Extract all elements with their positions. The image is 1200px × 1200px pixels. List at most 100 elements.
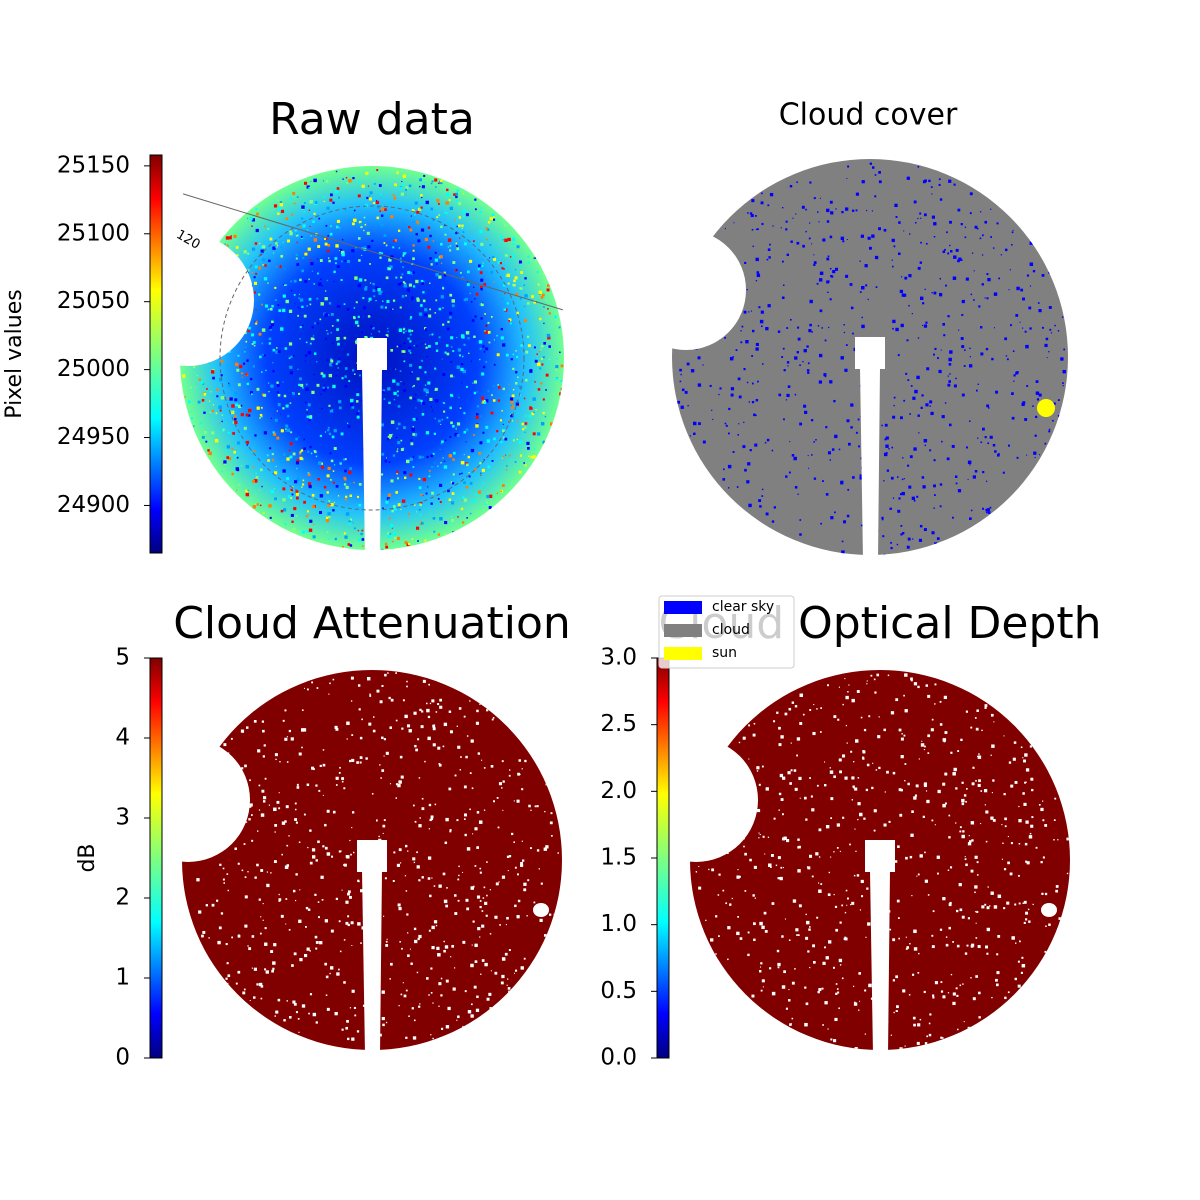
pixel-speck — [544, 441, 546, 444]
pixel-speck — [484, 901, 488, 905]
pixel-speck — [421, 343, 423, 345]
pixel-speck — [304, 687, 306, 689]
pixel-speck — [489, 217, 493, 221]
pixel-speck — [841, 210, 844, 214]
pixel-speck — [324, 242, 328, 246]
pixel-speck — [430, 502, 433, 505]
pixel-speck — [184, 396, 186, 398]
pixel-speck — [1015, 314, 1019, 317]
pixel-speck — [841, 540, 844, 543]
pixel-speck — [473, 391, 477, 395]
colorbar-tick-label: 25000 — [57, 356, 130, 382]
pixel-speck — [425, 200, 429, 205]
pixel-speck — [291, 520, 294, 523]
pixel-speck — [843, 324, 845, 326]
pixel-speck — [418, 477, 421, 480]
pixel-speck — [980, 823, 982, 825]
pixel-speck — [906, 946, 910, 949]
pixel-speck — [460, 756, 462, 758]
pixel-speck — [305, 341, 308, 344]
pixel-speck — [752, 245, 754, 248]
pixel-speck — [727, 958, 729, 961]
pixel-speck — [309, 303, 312, 306]
pixel-speck — [429, 334, 431, 336]
pixel-speck — [1004, 817, 1007, 821]
pixel-speck — [939, 483, 943, 486]
pixel-speck — [434, 497, 436, 499]
pixel-speck — [449, 249, 452, 252]
pixel-speck — [1010, 784, 1014, 788]
pixel-speck — [736, 486, 739, 488]
pixel-speck — [263, 393, 267, 397]
pixel-speck — [357, 283, 362, 288]
pixel-speck — [358, 708, 361, 711]
pixel-speck — [889, 507, 892, 510]
pixel-speck — [538, 350, 541, 353]
pixel-speck — [225, 449, 227, 451]
pixel-speck — [531, 295, 534, 298]
pixel-speck — [469, 292, 471, 294]
pixel-speck — [450, 516, 452, 518]
pixel-speck — [914, 389, 918, 394]
pixel-speck — [1048, 351, 1050, 353]
pixel-speck — [723, 468, 725, 471]
pixel-speck — [429, 282, 431, 285]
pixel-speck — [361, 529, 364, 532]
pixel-speck — [283, 1019, 286, 1022]
pixel-speck — [1020, 288, 1024, 292]
pixel-speck — [485, 457, 487, 459]
pixel-speck — [412, 220, 415, 223]
pixel-speck — [432, 1002, 434, 1004]
pixel-speck — [524, 431, 526, 433]
pixel-speck — [523, 284, 525, 287]
pixel-speck — [407, 932, 409, 934]
pixel-speck — [960, 738, 963, 742]
pixel-speck — [219, 863, 222, 866]
pixel-speck — [809, 222, 811, 224]
pixel-speck — [924, 745, 926, 748]
pixel-speck — [925, 790, 928, 792]
pixel-speck — [502, 429, 505, 433]
pixel-speck — [767, 204, 770, 207]
pixel-speck — [802, 244, 805, 248]
pixel-speck — [1025, 860, 1028, 863]
pixel-speck — [379, 764, 381, 766]
pixel-speck — [517, 376, 519, 379]
pixel-speck — [931, 292, 933, 294]
pixel-speck — [543, 847, 547, 851]
pixel-speck — [462, 215, 465, 218]
pixel-speck — [248, 408, 252, 413]
pixel-speck — [440, 423, 442, 425]
pixel-speck — [321, 285, 324, 287]
pixel-speck — [952, 992, 956, 996]
pixel-speck — [262, 755, 265, 758]
pixel-speck — [408, 225, 411, 229]
pixel-speck — [874, 195, 877, 198]
pixel-speck — [326, 474, 330, 478]
pixel-speck — [785, 220, 788, 223]
pixel-speck — [330, 408, 332, 410]
pixel-speck — [328, 259, 331, 263]
pixel-speck — [298, 1031, 300, 1033]
pixel-speck — [331, 435, 335, 439]
pixel-speck — [307, 846, 309, 849]
pixel-speck — [996, 971, 1000, 975]
pixel-speck — [842, 816, 845, 819]
pixel-speck — [825, 493, 829, 496]
pixel-speck — [755, 347, 759, 351]
pixel-speck — [927, 894, 930, 896]
pixel-speck — [485, 325, 488, 327]
pixel-speck — [443, 722, 448, 727]
pixel-speck — [930, 186, 933, 189]
pixel-speck — [316, 687, 319, 689]
pixel-speck — [478, 340, 483, 344]
pixel-speck — [934, 683, 937, 686]
pixel-speck — [809, 926, 811, 928]
pixel-speck — [264, 264, 267, 267]
pixel-speck — [226, 445, 230, 449]
pixel-speck — [764, 930, 768, 933]
pixel-speck — [697, 356, 701, 360]
pixel-speck — [303, 202, 306, 204]
pixel-speck — [278, 898, 282, 901]
pixel-speck — [205, 904, 209, 907]
